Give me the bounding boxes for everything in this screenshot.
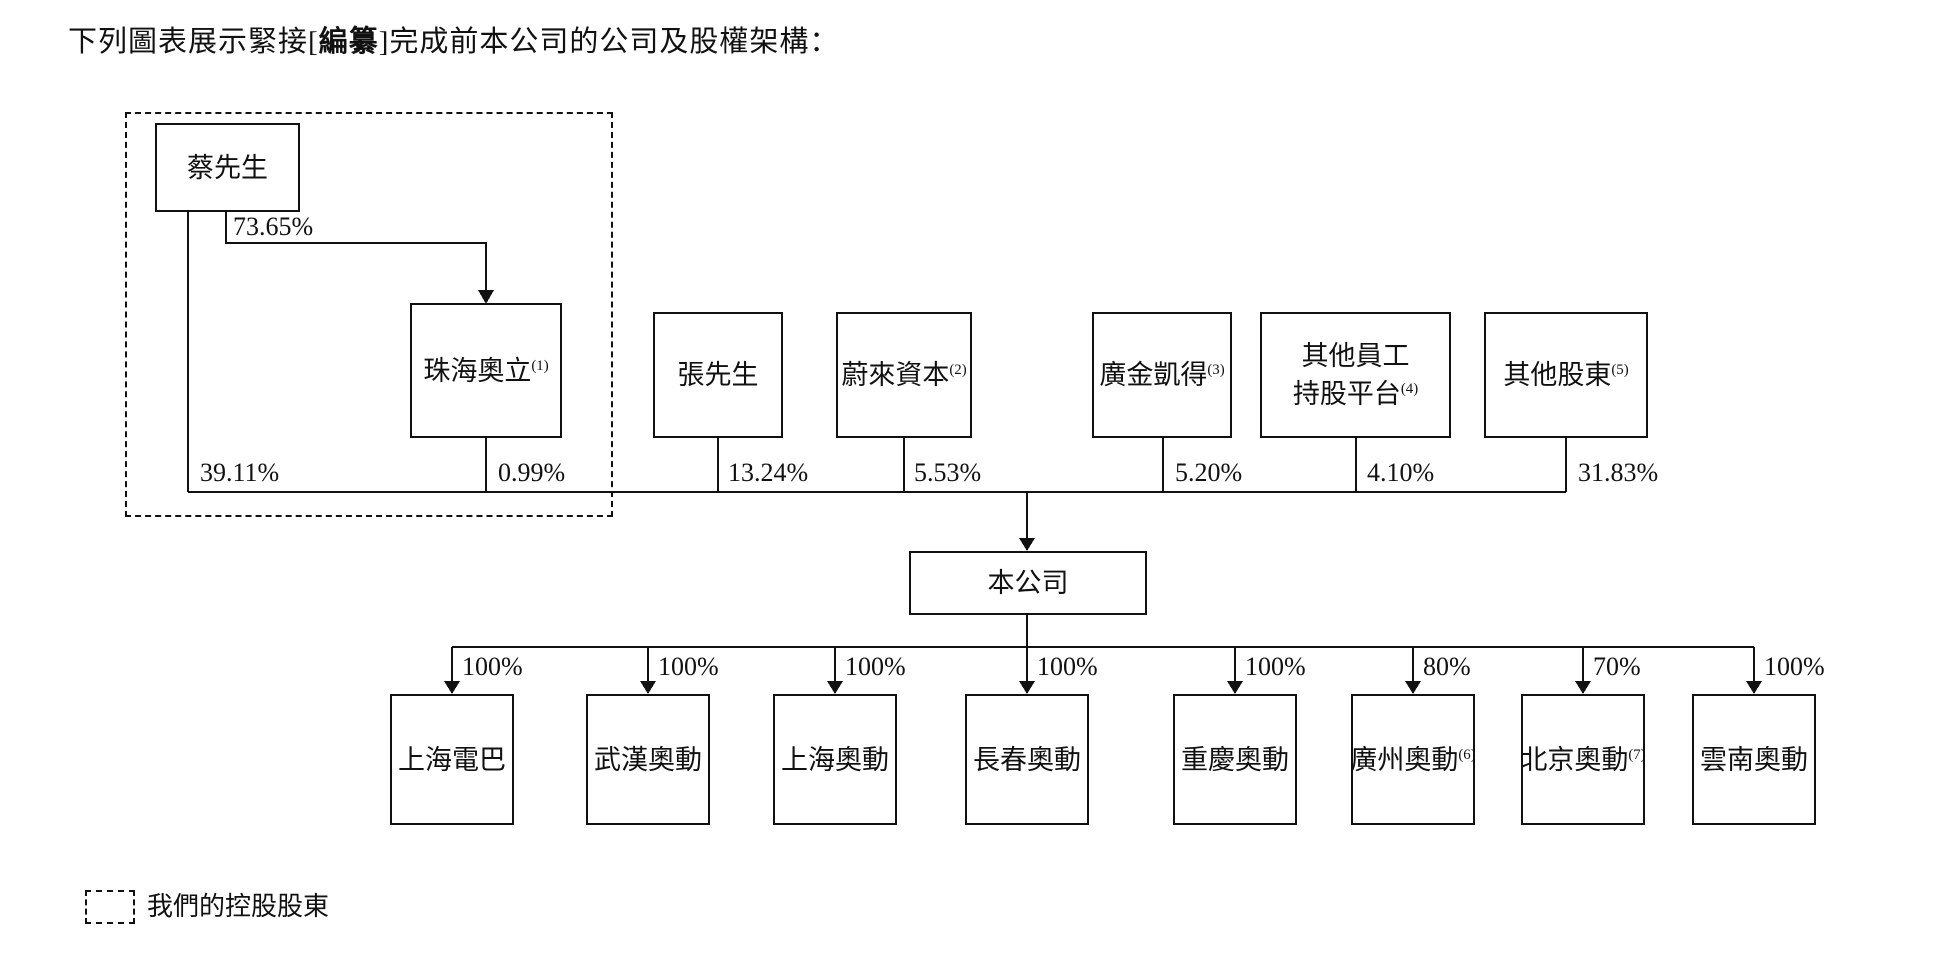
node-guangjin-kaide: 廣金凱得(3) — [1092, 312, 1232, 438]
caption-post: ]完成前本公司的公司及股權架構： — [378, 26, 840, 58]
node-label: 長春奧動 — [973, 744, 1081, 775]
legend-dashed-box-swatch — [85, 890, 135, 924]
node-weilai-capital: 蔚來資本(2) — [836, 312, 972, 438]
node-label: 本公司 — [987, 568, 1069, 598]
arrowhead-child-5 — [1227, 681, 1243, 694]
ownership-label-chongqing-aodong: 100% — [1245, 652, 1306, 681]
node-label: 張先生 — [677, 360, 759, 390]
ownership-label-weilai: 5.53% — [914, 458, 982, 487]
ownership-label-guangjin: 5.20% — [1175, 458, 1243, 487]
arrowhead-company — [1019, 538, 1035, 551]
legend-label: 我們的控股股東 — [147, 892, 330, 921]
footnote-marker: (2) — [949, 362, 967, 378]
ownership-label-shanghai-dianba: 100% — [462, 652, 523, 681]
ownership-label-employee: 4.10% — [1367, 458, 1435, 487]
arrowhead-child-6 — [1405, 681, 1421, 694]
caption-redacted: 編纂 — [318, 26, 379, 58]
node-label: 珠海奧立(1) — [423, 355, 549, 386]
node-mr-zhang: 張先生 — [653, 312, 783, 438]
node-subsidiary-chongqing-aodong: 重慶奧動 — [1173, 694, 1297, 825]
node-label: 廣金凱得(3) — [1099, 360, 1225, 390]
arrowhead-child-1 — [444, 681, 460, 694]
node-mr-cai: 蔡先生 — [155, 123, 300, 212]
node-employee-platform: 其他員工 持股平台(4) — [1260, 312, 1451, 438]
node-label: 雲南奧動 — [1700, 744, 1808, 775]
node-subsidiary-beijing-aodong: 北京奧動(7) — [1520, 694, 1646, 825]
ownership-label-shanghai-aodong: 100% — [845, 652, 906, 681]
controlling-shareholders-group-outline — [125, 112, 613, 517]
node-label: 武漢奧動 — [594, 744, 702, 775]
arrowhead-zhuhai — [478, 290, 494, 304]
node-label: 廣州奧動(6) — [1350, 744, 1476, 775]
ownership-label-beijing-aodong: 70% — [1593, 652, 1641, 681]
node-other-shareholders: 其他股東(5) — [1484, 312, 1648, 438]
node-label: 其他股東(5) — [1503, 360, 1629, 390]
node-label: 蔚來資本(2) — [841, 360, 967, 390]
node-subsidiary-guangzhou-aodong: 廣州奧動(6) — [1350, 694, 1476, 825]
footnote-marker: (1) — [531, 357, 549, 374]
legend: 我們的控股股東 — [85, 890, 329, 924]
ownership-label-changchun-aodong: 100% — [1037, 652, 1098, 681]
arrowhead-child-3 — [827, 681, 843, 694]
node-subsidiary-changchun-aodong: 長春奧動 — [965, 694, 1089, 825]
node-label: 蔡先生 — [187, 152, 268, 183]
node-subsidiary-shanghai-dianba: 上海電巴 — [390, 694, 514, 825]
node-subsidiary-wuhan-aodong: 武漢奧動 — [586, 694, 710, 825]
node-label-line2: 持股平台(4) — [1292, 379, 1419, 409]
arrowhead-child-2 — [640, 681, 656, 694]
node-the-company: 本公司 — [909, 551, 1147, 615]
footnote-marker: (5) — [1611, 362, 1629, 378]
ownership-label-yunnan-aodong: 100% — [1764, 652, 1825, 681]
node-subsidiary-yunnan-aodong: 雲南奧動 — [1692, 694, 1816, 825]
ownership-label-zhang: 13.24% — [728, 458, 809, 487]
ownership-label-cai-to-zhuhai: 73.65% — [233, 212, 314, 241]
node-label: 上海奧動 — [781, 744, 889, 775]
arrowhead-child-8 — [1746, 681, 1762, 694]
node-label-line1: 其他員工 — [1301, 341, 1410, 371]
ownership-label-others: 31.83% — [1578, 458, 1659, 487]
node-label: 北京奧動(7) — [1520, 744, 1646, 775]
arrowhead-child-7 — [1575, 681, 1591, 694]
footnote-marker: (4) — [1400, 381, 1419, 397]
caption-pre: 下列圖表展示緊接[ — [68, 26, 319, 58]
arrowhead-child-4 — [1019, 681, 1035, 694]
footnote-marker: (7) — [1628, 746, 1646, 763]
footnote-marker: (6) — [1458, 746, 1476, 763]
footnote-marker: (3) — [1207, 362, 1225, 378]
ownership-label-cai: 39.11% — [200, 458, 280, 487]
diagram-caption: 下列圖表展示緊接[編纂]完成前本公司的公司及股權架構： — [68, 18, 839, 60]
ownership-label-wuhan-aodong: 100% — [658, 652, 719, 681]
node-subsidiary-shanghai-aodong: 上海奧動 — [773, 694, 897, 825]
ownership-label-guangzhou-aodong: 80% — [1423, 652, 1471, 681]
node-label: 上海電巴 — [398, 744, 506, 775]
ownership-label-zhuhai: 0.99% — [498, 458, 566, 487]
node-label: 重慶奧動 — [1181, 744, 1289, 775]
node-zhuhai-aoli: 珠海奧立(1) — [410, 303, 562, 438]
